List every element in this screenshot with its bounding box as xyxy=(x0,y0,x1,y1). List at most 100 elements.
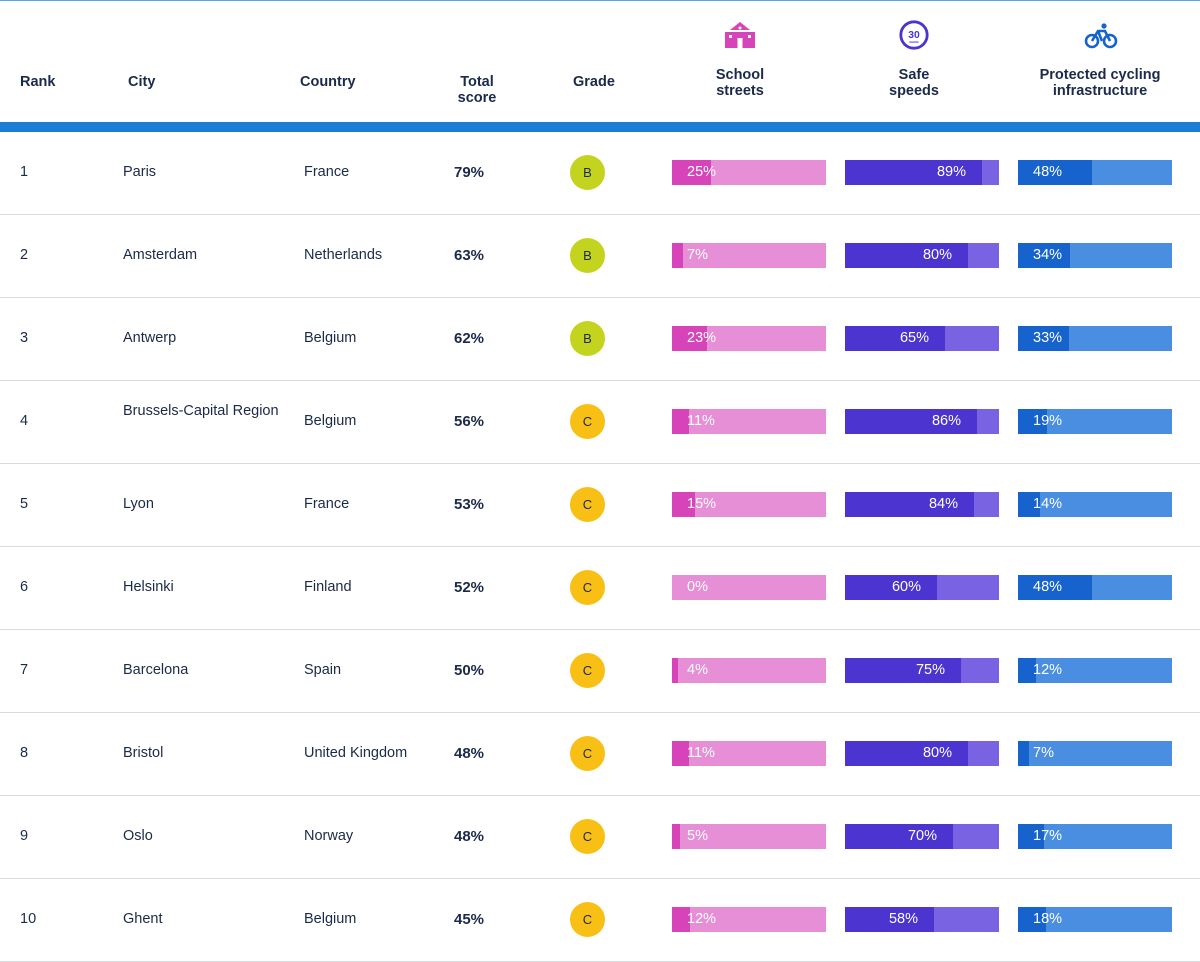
header-cycle-line1: Protected cycling xyxy=(1039,67,1161,83)
cycling-infra-bar-label: 18% xyxy=(1033,911,1063,927)
safe-speeds-bar-fill xyxy=(845,575,937,600)
safe-speeds-bar-label: 58% xyxy=(888,911,918,927)
school-streets-bar-fill xyxy=(672,741,689,766)
country-cell: Netherlands xyxy=(304,247,383,263)
header-rank: Rank xyxy=(20,74,56,90)
safe-speeds-bar-fill xyxy=(845,741,968,766)
cycling-infra-bar-label: 14% xyxy=(1033,496,1063,512)
total-score-cell: 52% xyxy=(454,579,485,596)
safe-speeds-bar-fill xyxy=(845,243,968,268)
cycling-infra-bar-fill xyxy=(1018,326,1069,351)
school-streets-bar: 5% xyxy=(672,824,826,849)
safe-speeds-bar-fill xyxy=(845,492,974,517)
school-streets-bar-fill xyxy=(672,326,707,351)
ranking-table-body: 1 Paris France 79% B 25% 89% 48% 2 Amsterdam Nethe… xyxy=(0,132,1200,962)
country-cell: France xyxy=(304,164,350,180)
rank-cell: 8 xyxy=(20,745,29,761)
safe-speeds-bar: 89% xyxy=(845,160,999,185)
safe-speeds-bar-fill xyxy=(845,409,977,434)
grade-badge: C xyxy=(570,736,605,771)
table-row: 5 Lyon France 53% C 15% 84% 14% xyxy=(0,464,1200,547)
safe-speeds-bar: 80% xyxy=(845,243,999,268)
header-grade: Grade xyxy=(573,74,615,90)
school-streets-bar-label: 15% xyxy=(687,496,717,512)
grade-badge: C xyxy=(570,404,605,439)
safe-speeds-bar: 75% xyxy=(845,658,999,683)
speed-icon-text: 30 xyxy=(908,30,920,41)
cycling-infra-bar: 33% xyxy=(1018,326,1172,351)
city-cell: Paris xyxy=(123,164,157,180)
country-cell: Belgium xyxy=(304,911,357,927)
school-streets-bar-label: 5% xyxy=(687,828,708,844)
school-streets-bar-label: 11% xyxy=(687,413,715,429)
country-cell: United Kingdom xyxy=(304,745,408,761)
city-cell: Lyon xyxy=(123,496,154,512)
header-total-score: Total score xyxy=(437,74,517,106)
table-row: 2 Amsterdam Netherlands 63% B 7% 80% 34% xyxy=(0,215,1200,298)
safe-speeds-bar: 84% xyxy=(845,492,999,517)
grade-badge: B xyxy=(570,155,605,190)
safe-speeds-bar-label: 80% xyxy=(922,745,952,761)
school-streets-bar-label: 7% xyxy=(687,247,708,263)
rank-cell: 1 xyxy=(20,164,29,180)
total-score-cell: 45% xyxy=(454,911,485,928)
safe-speeds-bar-fill xyxy=(845,824,953,849)
header-total-score-line2: score xyxy=(457,90,497,106)
safe-speeds-bar: 80% xyxy=(845,741,999,766)
rank-cell: 3 xyxy=(20,330,29,346)
school-streets-bar: 11% xyxy=(672,409,826,434)
safe-speeds-bar-label: 86% xyxy=(931,413,961,429)
school-streets-bar-label: 11% xyxy=(687,745,715,761)
school-streets-bar-label: 0% xyxy=(687,579,708,595)
safe-speeds-bar-label: 75% xyxy=(915,662,945,678)
school-streets-bar: 25% xyxy=(672,160,826,185)
safe-speeds-bar-fill xyxy=(845,907,934,932)
top-border xyxy=(0,0,1200,1)
header-total-score-line1: Total xyxy=(460,74,494,90)
country-cell: Finland xyxy=(304,579,352,595)
total-score-cell: 62% xyxy=(454,330,485,347)
table-row: 10 Ghent Belgium 45% C 12% 58% 18% xyxy=(0,879,1200,962)
safe-speeds-bar: 58% xyxy=(845,907,999,932)
safe-speeds-bar-fill xyxy=(845,326,945,351)
safe-speeds-bar-label: 80% xyxy=(922,247,952,263)
cycling-infra-bar: 12% xyxy=(1018,658,1172,683)
total-score-cell: 79% xyxy=(454,164,485,181)
header-accent-rule xyxy=(0,122,1200,132)
country-cell: Belgium xyxy=(304,413,357,429)
city-cell: Oslo xyxy=(123,828,153,844)
header-school-line2: streets xyxy=(716,83,764,99)
cycling-infra-bar-label: 17% xyxy=(1033,828,1063,844)
city-cell: Amsterdam xyxy=(123,247,198,263)
table-row: 1 Paris France 79% B 25% 89% 48% xyxy=(0,132,1200,215)
cycling-infra-bar-label: 12% xyxy=(1033,662,1063,678)
cycling-infra-bar-fill xyxy=(1018,824,1044,849)
header-city: City xyxy=(128,74,156,90)
grade-badge: C xyxy=(570,570,605,605)
header-safe-speeds: Safe speeds xyxy=(864,67,964,99)
school-streets-bar: 4% xyxy=(672,658,826,683)
cycling-infra-bar: 48% xyxy=(1018,160,1172,185)
cycling-infra-bar-fill xyxy=(1018,492,1040,517)
table-row: 3 Antwerp Belgium 62% B 23% 65% 33% xyxy=(0,298,1200,381)
school-streets-bar: 0% xyxy=(672,575,826,600)
grade-badge: B xyxy=(570,238,605,273)
city-cell: Brussels-Capital Region xyxy=(123,403,279,419)
cycling-infra-bar-fill xyxy=(1018,907,1046,932)
city-cell: Barcelona xyxy=(123,662,189,678)
grade-badge: C xyxy=(570,653,605,688)
city-cell: Helsinki xyxy=(123,579,174,595)
total-score-cell: 48% xyxy=(454,828,485,845)
rank-cell: 4 xyxy=(20,413,29,429)
school-streets-bar-fill xyxy=(672,243,683,268)
school-building-icon xyxy=(725,22,755,48)
rank-cell: 9 xyxy=(20,828,29,844)
grade-badge: B xyxy=(570,321,605,356)
rank-cell: 6 xyxy=(20,579,29,595)
cycling-infra-bar: 48% xyxy=(1018,575,1172,600)
safe-speeds-bar-label: 84% xyxy=(928,496,958,512)
header-school-line1: School xyxy=(715,67,765,83)
school-streets-bar-label: 4% xyxy=(687,662,708,678)
header-cycle-line2: infrastructure xyxy=(1052,83,1148,99)
safe-speeds-bar-fill xyxy=(845,658,961,683)
